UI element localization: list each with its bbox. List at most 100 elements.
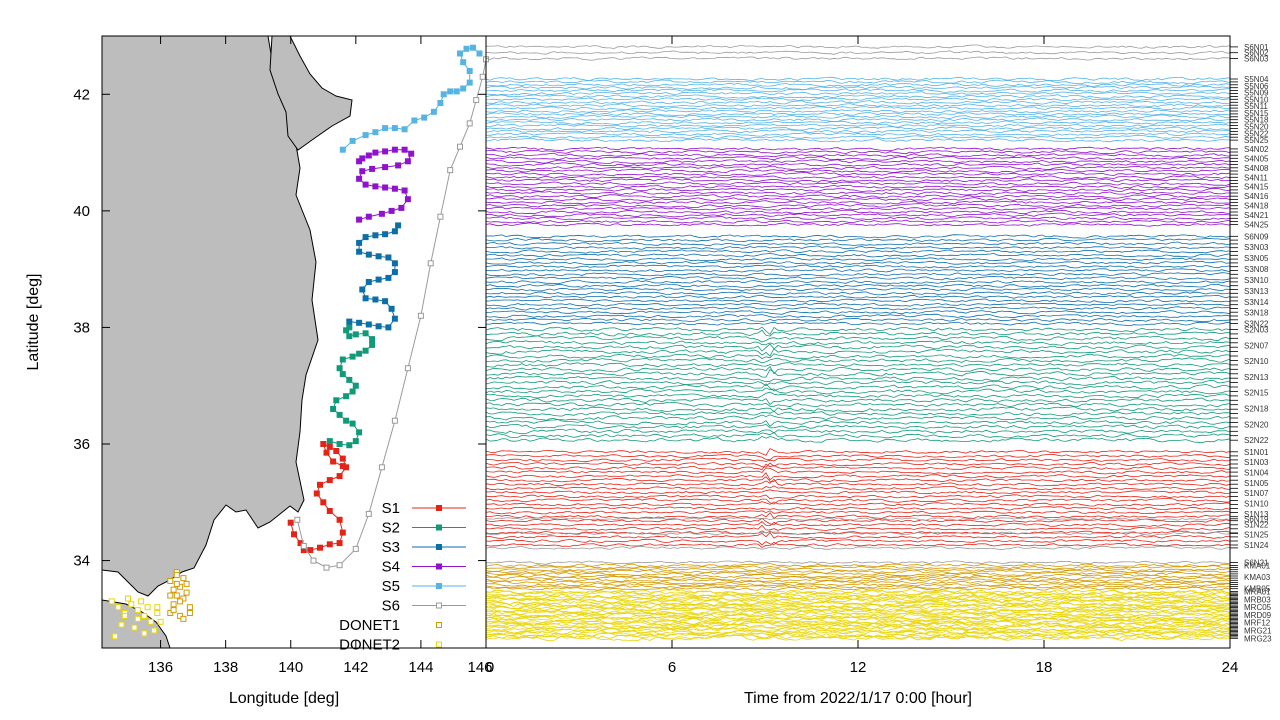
map-point-s4 (391, 146, 398, 153)
waveform-trace (485, 611, 1231, 618)
waveform-trace (485, 129, 1231, 134)
map-point-s2 (346, 442, 353, 449)
waveform-trace (485, 612, 1231, 619)
station-label: S1N25 (1244, 531, 1269, 540)
waveform-trace (485, 178, 1230, 183)
station-label: S3N10 (1244, 276, 1269, 285)
map-point-s4 (404, 158, 411, 165)
station-label: S1N03 (1244, 458, 1269, 467)
waveform-trace (485, 310, 1231, 315)
legend-marker (436, 524, 442, 531)
map-point-s2 (352, 438, 359, 445)
station-label: S2N22 (1244, 436, 1269, 445)
waveform-trace (485, 329, 1230, 337)
waveform-trace (485, 380, 1231, 387)
map-point-donet2 (138, 598, 145, 605)
waveform-trace (485, 272, 1231, 277)
station-label: S5N06 (1244, 82, 1269, 91)
map-point-s3 (385, 324, 392, 331)
map-point-s3 (385, 254, 392, 261)
map-series-donet2 (108, 595, 164, 640)
map-point-s5 (466, 68, 473, 74)
map-point-s3 (382, 231, 389, 238)
waveform-trace (485, 524, 1231, 531)
map-point-s5 (447, 88, 454, 95)
waveform-trace (485, 410, 1231, 417)
waveform-trace (485, 419, 1231, 427)
map-x-axis-label: Longitude [deg] (229, 690, 339, 707)
map-point-s5 (470, 44, 476, 51)
waveform-trace (485, 165, 1231, 171)
waveform-trace (486, 501, 1231, 507)
map-point-donet2 (125, 595, 131, 602)
map-point-s5 (476, 50, 483, 57)
station-label: S3N03 (1244, 243, 1269, 252)
map-point-s3 (372, 296, 379, 303)
station-label: S6N02 (1244, 49, 1269, 58)
map-point-s2 (333, 397, 340, 404)
waveform-trace (485, 584, 1231, 589)
waveform-trace (485, 575, 1231, 581)
waveform-trace (485, 541, 1231, 548)
map-point-s3 (395, 222, 402, 229)
map-point-donet1 (180, 575, 187, 582)
map-point-s6 (457, 143, 463, 150)
station-label: S1N10 (1244, 500, 1269, 509)
waveform-trace (485, 457, 1231, 463)
waveform-trace (485, 463, 1231, 471)
waveform-trace (485, 50, 1231, 55)
x-tick-label: 144 (408, 659, 433, 676)
map-point-s3 (391, 315, 398, 322)
map-point-s3 (388, 305, 395, 312)
map-series-s2 (326, 324, 376, 449)
map-point-donet1 (183, 580, 190, 587)
map-line-s5 (342, 47, 480, 151)
waveform-trace (485, 175, 1231, 180)
waveform-trace (485, 567, 1231, 573)
legend-label: S1 (382, 500, 400, 517)
waveform-trace (485, 191, 1230, 196)
station-label: S1N22 (1244, 520, 1269, 529)
waveform-trace (485, 401, 1231, 408)
map-point-donet1 (180, 615, 187, 622)
map-point-s4 (398, 204, 405, 211)
wave-group-s1 (485, 448, 1238, 548)
map-point-s6 (300, 543, 307, 549)
map-point-s6 (479, 73, 486, 80)
waveform-trace (485, 209, 1231, 215)
map-point-s6 (417, 312, 424, 319)
station-label: S5N15 (1244, 109, 1269, 118)
waveform-trace (485, 253, 1231, 258)
map-point-s6 (427, 260, 434, 267)
waveform-trace (485, 340, 1231, 346)
map-point-s3 (356, 248, 363, 255)
waveform-trace (485, 212, 1231, 218)
wave-group-s6 (485, 44, 1238, 61)
map-point-s4 (356, 158, 363, 165)
station-label: S4N08 (1244, 164, 1269, 173)
station-label: S3N14 (1244, 298, 1269, 307)
waveform-trace (486, 123, 1231, 128)
map-point-s5 (401, 126, 408, 133)
waveform-trace (485, 362, 1231, 368)
station-label: S3N22 (1244, 320, 1269, 329)
wave-group-s5 (485, 76, 1238, 143)
x-tick-label: 146 (467, 659, 492, 676)
x-tick-label: 136 (148, 659, 173, 676)
waveform-trace (485, 291, 1231, 296)
map-point-s2 (336, 365, 343, 372)
map-point-s2 (352, 382, 359, 389)
map-series-donet1 (167, 569, 193, 622)
waveform-trace (485, 335, 1231, 343)
waveform-trace (485, 264, 1231, 269)
map-point-s4 (401, 187, 408, 194)
legend: S1 S2 S3 S4 S5 S6 DONET1 DONET2 (339, 500, 466, 654)
waveform-trace (485, 578, 1231, 583)
map-point-s3 (375, 253, 382, 260)
y-tick-label: 38 (73, 319, 90, 336)
waveform-trace (485, 607, 1231, 614)
y-tick-label: 34 (73, 553, 90, 570)
map-point-donet2 (154, 604, 161, 611)
waveform-trace (485, 152, 1231, 158)
waveform-trace (485, 106, 1231, 111)
